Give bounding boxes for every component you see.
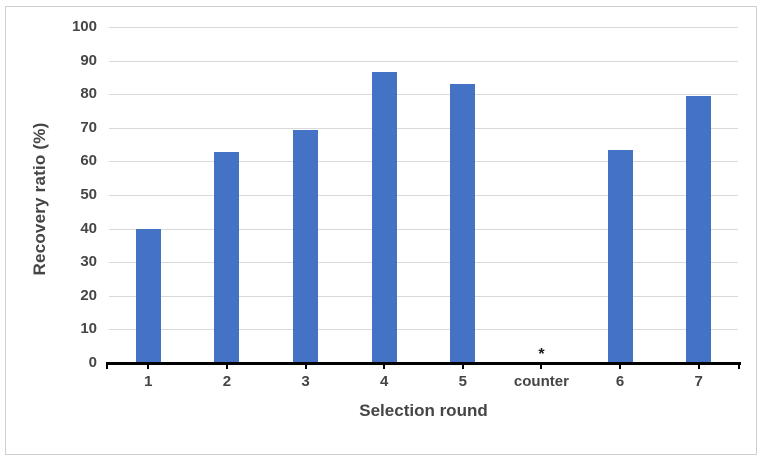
y-tick-label-90: 90 [80,51,97,69]
chart-figure-frame: Recovery ratio (%) Selection round 0 10 20… [5,6,757,455]
x-tick-mark [304,364,307,369]
y-tick-label-80: 80 [80,85,97,103]
bar-round-2 [214,151,240,363]
bar-round-5 [450,83,476,363]
x-category-label-7: 7 [694,373,703,390]
x-category-label-3: 3 [301,373,310,390]
bar-round-3 [293,130,319,363]
y-tick-label-50: 50 [80,186,97,203]
x-tick-mark [147,364,150,369]
x-tick-mark [461,364,464,369]
y-tick-label-10: 10 [80,320,97,338]
y-tick-label-40: 40 [80,219,97,237]
y-axis-title: Recovery ratio (%) [30,122,49,276]
gridline-60 [109,161,738,163]
no-recovery-asterisk: * [538,346,545,363]
bar-round-7 [686,95,712,363]
x-tick-mark [383,364,386,369]
gridline-50 [109,195,738,196]
x-tick-mark [697,364,700,369]
gridline-90 [109,60,738,62]
bar-round-1 [135,228,161,363]
x-tick-mark [540,364,543,369]
bar-round-6 [607,149,633,363]
gridline-30 [109,262,738,264]
x-axis-title: Selection round [359,401,488,420]
x-tick-mark [619,364,622,369]
gridline-10 [109,329,738,331]
x-category-label-2: 2 [222,373,232,390]
gridline-20 [109,295,738,297]
x-category-label-6: 6 [615,373,625,390]
y-tick-label-60: 60 [80,152,97,170]
x-axis-line [106,362,741,365]
y-tick-label-70: 70 [80,118,97,136]
gridline-70 [109,127,738,129]
y-tick-label-0: 0 [88,354,97,371]
gridline-80 [109,94,738,96]
bar-round-4 [371,71,397,363]
x-category-label-5: 5 [458,373,467,390]
x-tick-mark [225,364,228,369]
x-tick-mark [106,364,108,369]
y-tick-label-20: 20 [80,286,97,304]
x-category-label-4: 4 [380,373,389,390]
x-tick-mark [738,364,740,369]
gridline-40 [109,228,738,230]
x-category-label-counter: counter [513,373,569,390]
gridline-100 [109,27,738,28]
y-tick-label-100: 100 [71,18,97,35]
y-tick-label-30: 30 [80,253,97,271]
x-category-label-1: 1 [144,373,153,390]
